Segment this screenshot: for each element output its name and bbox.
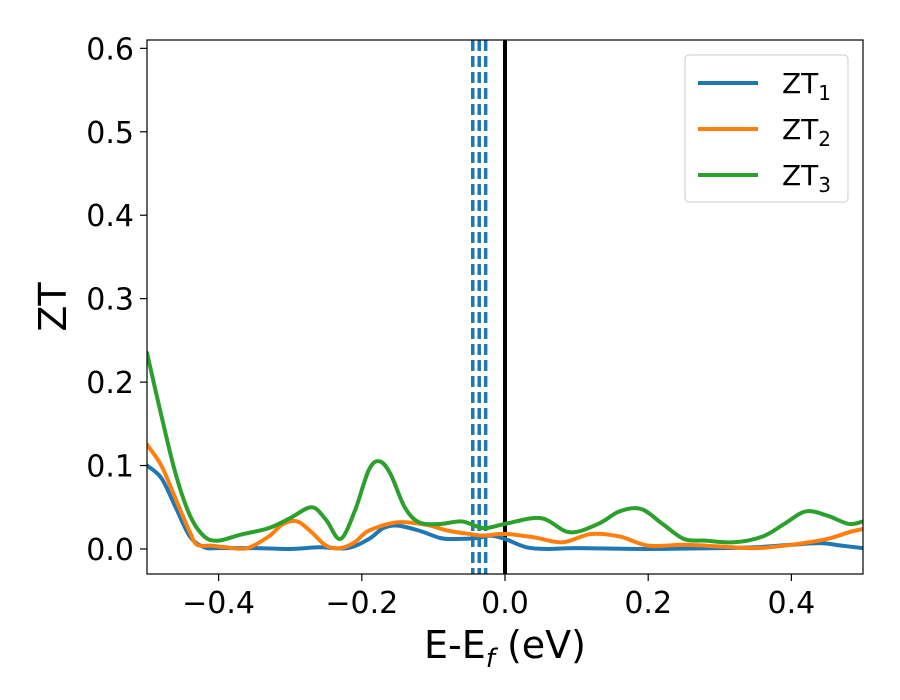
- series-lines: [147, 350, 863, 551]
- legend-label-zt1: ZT1: [782, 67, 831, 105]
- x-tick-label: 0.4: [768, 586, 816, 621]
- legend-label-zt2: ZT2: [782, 113, 831, 151]
- y-axis-label: ZT: [31, 282, 75, 332]
- x-axis-ticks: −0.4 −0.2 0.0 0.2 0.4: [182, 574, 815, 621]
- x-axis-label: E-Ef (eV): [424, 623, 586, 674]
- reference-lines: [471, 40, 507, 574]
- y-axis-ticks: 0.0 0.1 0.2 0.3 0.4 0.5 0.6: [86, 32, 147, 568]
- x-tick-label: −0.4: [182, 586, 255, 621]
- y-tick-label: 0.6: [86, 32, 134, 67]
- x-tick-label: 0.2: [624, 586, 672, 621]
- legend: ZT1 ZT2 ZT3: [684, 54, 849, 203]
- series-line-zt3: [147, 350, 863, 545]
- x-tick-label: −0.2: [325, 586, 398, 621]
- series-line-zt2: [147, 442, 863, 551]
- y-tick-label: 0.1: [86, 450, 134, 485]
- y-tick-label: 0.5: [86, 116, 134, 151]
- legend-label-zt3: ZT3: [782, 159, 831, 197]
- plot-area: [147, 40, 863, 574]
- y-tick-label: 0.0: [86, 533, 134, 568]
- y-tick-label: 0.3: [86, 283, 134, 318]
- y-tick-label: 0.2: [86, 366, 134, 401]
- legend-box: [684, 54, 849, 203]
- x-tick-label: 0.0: [481, 586, 529, 621]
- y-tick-label: 0.4: [86, 199, 134, 234]
